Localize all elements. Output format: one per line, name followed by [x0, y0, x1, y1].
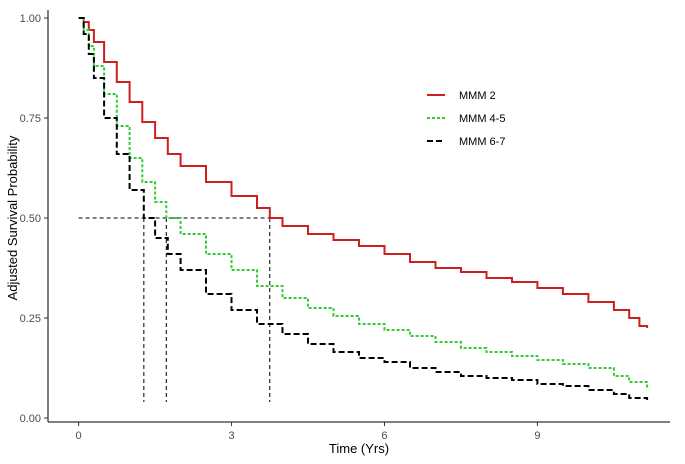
legend-label-2: MMM 4-5 [459, 113, 505, 125]
x-axis-title: Time (Yrs) [329, 441, 389, 456]
x-tick-label: 9 [534, 430, 540, 442]
y-tick-label: 0.25 [20, 313, 41, 325]
x-tick-label: 3 [228, 430, 234, 442]
median-reference-lines [78, 217, 271, 402]
x-tick-label: 0 [76, 430, 82, 442]
y-tick-label: 0.50 [20, 213, 41, 225]
legend-label-1: MMM 2 [459, 90, 496, 102]
series-line-2 [78, 17, 649, 388]
legend-label-3: MMM 6-7 [459, 136, 505, 148]
y-axis-title: Adjusted Survival Probability [5, 135, 20, 300]
series-lines [78, 17, 649, 400]
axes: 0.00 0.25 0.50 0.75 1.00 0 3 6 9 [20, 10, 670, 442]
y-tick-label: 0.00 [20, 413, 41, 425]
series-line-1 [78, 17, 649, 328]
y-tick-label: 1.00 [20, 13, 41, 25]
legend: MMM 2 MMM 4-5 MMM 6-7 [427, 90, 505, 148]
series-line-3 [78, 17, 649, 400]
x-tick-label: 6 [381, 430, 387, 442]
y-tick-label: 0.75 [20, 113, 41, 125]
